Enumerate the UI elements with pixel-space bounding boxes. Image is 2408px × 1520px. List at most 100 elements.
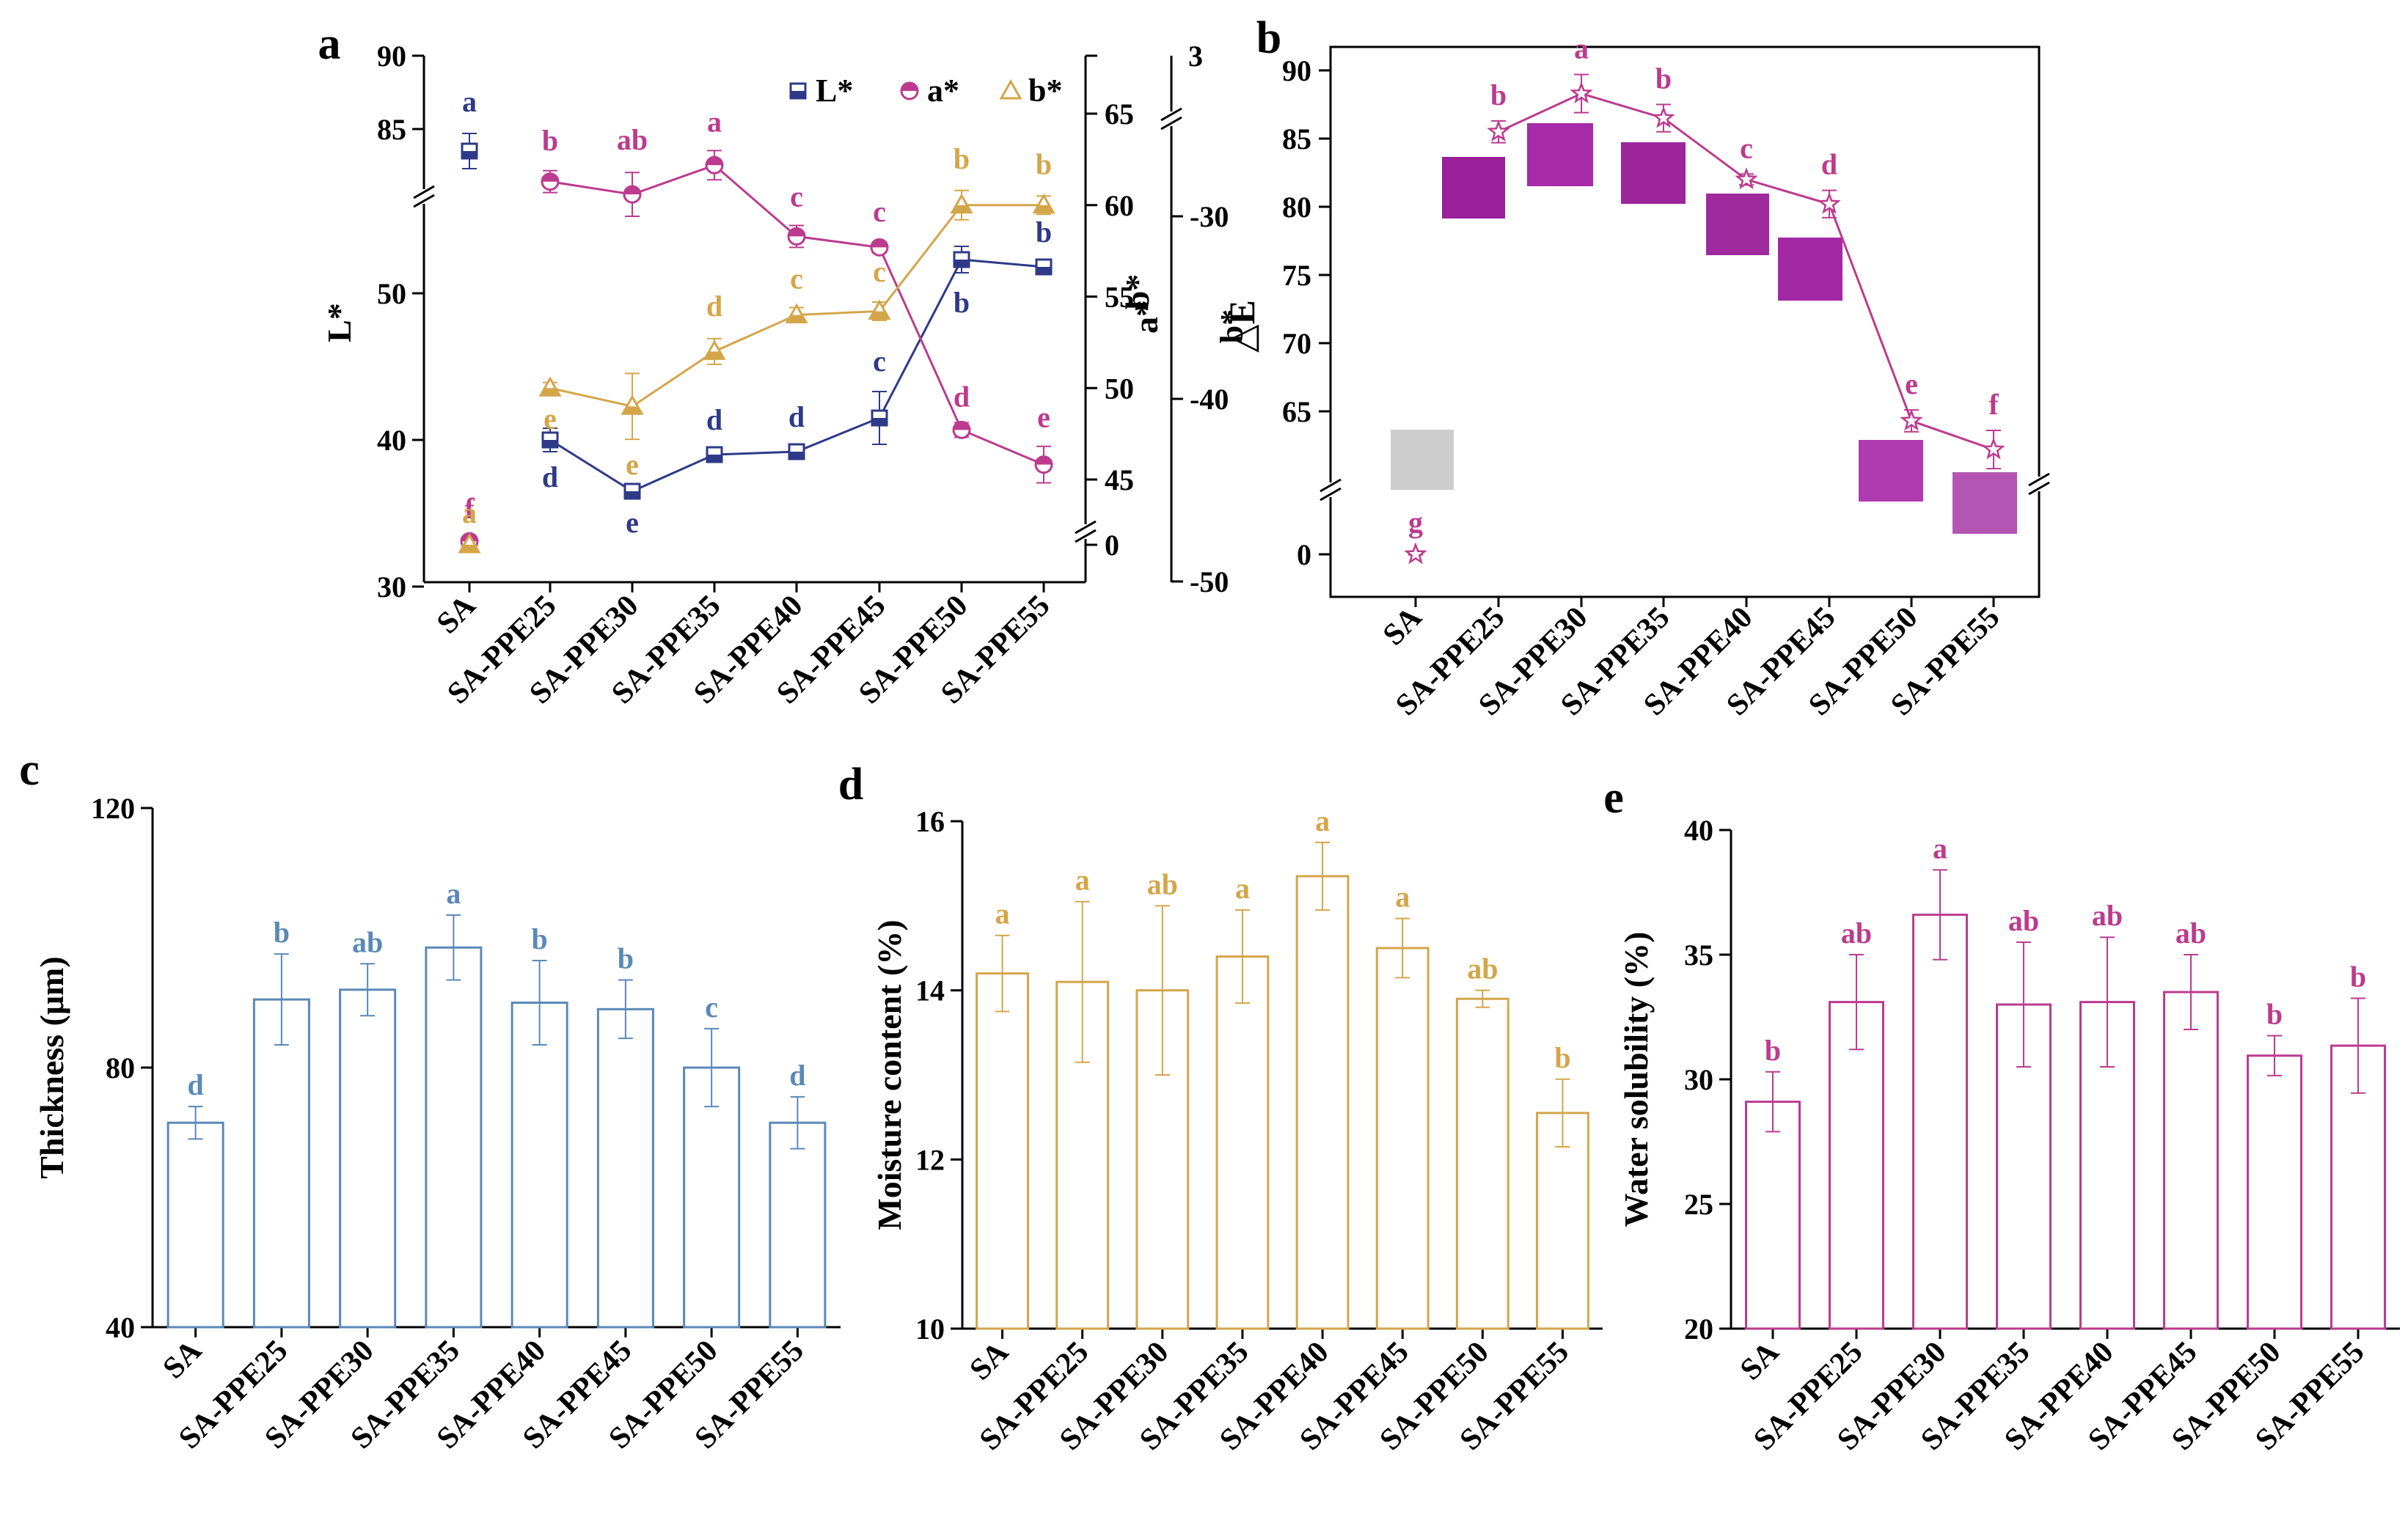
bar-error-6: [2267, 1035, 2282, 1076]
panel-b-delta-e-line: b0657075808590△Eb*SASA-PPE25SA-PPE30SA-P…: [1214, 13, 2050, 722]
film-swatch-7: [1953, 472, 2017, 534]
series-l-star-point-fill-5: [872, 418, 887, 425]
axis-l-tick-label-30: 30: [377, 570, 406, 603]
delta-e-point-3: [1652, 106, 1675, 128]
bar-letter-7: b: [2350, 961, 2366, 994]
bar-3: [1215, 955, 1270, 1330]
bar-6: [2247, 1054, 2302, 1330]
axis-break-right-gap: [2029, 477, 2049, 491]
panel-b-label: b: [1256, 13, 1281, 63]
series-l-star-letter-5: c: [873, 345, 886, 378]
y-tick-label-35: 35: [1684, 939, 1713, 972]
axis-l-break-stroke-1: [413, 185, 435, 199]
film-swatch-0: [1391, 430, 1454, 490]
bar-error-7: [2351, 997, 2365, 1094]
bar-error-0: [995, 934, 1010, 1013]
axis-a-break-stroke-1: [1160, 107, 1182, 122]
series-l-star-letter-4: d: [788, 400, 805, 433]
x-tick-label-sa: SA: [431, 588, 483, 640]
series-a-star-letter-7: e: [1037, 401, 1050, 434]
bar-letter-7: d: [789, 1059, 805, 1092]
y-tick-label-14: 14: [915, 974, 945, 1007]
legend-label-0: L*: [816, 73, 853, 109]
bar-error-2: [360, 963, 376, 1017]
bar-letter-4: ab: [2092, 899, 2123, 932]
series-l-star-point-fill-0: [462, 151, 477, 158]
bar-letter-6: ab: [1467, 952, 1498, 985]
delta-e-letter-5: d: [1821, 148, 1837, 181]
axis-l-tick-label-50: 50: [377, 277, 406, 310]
film-swatch-1: [1442, 157, 1505, 219]
bar-6: [683, 1066, 741, 1329]
panel-a-label: a: [318, 19, 341, 69]
y-tick-label-30: 30: [1684, 1063, 1713, 1096]
bar-error-0: [188, 1106, 203, 1140]
series-l-star-point-fill-7: [1036, 267, 1051, 274]
bar-0: [166, 1121, 224, 1329]
axis-b-title: b*: [1119, 274, 1156, 310]
bar-5: [2163, 991, 2219, 1330]
bar-5: [1375, 947, 1430, 1330]
axis-l-tick-label-90: 90: [377, 40, 406, 73]
y-tick-label-12: 12: [915, 1143, 945, 1176]
bar-4: [1295, 875, 1350, 1330]
delta-e-point-1: [1487, 120, 1510, 142]
delta-e-point-4: [1735, 167, 1758, 190]
series-a-star-letter-5: c: [873, 195, 886, 228]
series-b-star-point-fill-1: [541, 388, 560, 396]
series-b-star-point-fill-4: [787, 315, 806, 323]
panel-e-label: e: [1603, 773, 1624, 823]
bar-letter-6: b: [2266, 998, 2283, 1031]
bar-3: [425, 946, 483, 1329]
bar-5: [596, 1007, 654, 1329]
bar-2: [339, 988, 397, 1329]
bar-letter-4: b: [532, 922, 548, 955]
y-tick-label-80: 80: [1282, 191, 1311, 224]
panel-a-color-lines: a3040508590L*045505560653-50-40-30a*b*SA…: [318, 19, 1229, 711]
series-a-star-point-fill-2: [624, 186, 640, 195]
bar-error-5: [618, 979, 633, 1040]
y-tick-label-16: 16: [915, 805, 945, 838]
axis-a-title: a*: [1127, 300, 1165, 334]
bar-2: [1912, 914, 1968, 1330]
axis-l-break: [413, 185, 435, 208]
y-tick-label-85: 85: [1282, 122, 1311, 155]
series-b-star-point-fill-6: [952, 205, 971, 213]
bar-letter-3: a: [1235, 872, 1250, 905]
bar-letter-1: ab: [1841, 917, 1872, 950]
bar-4: [510, 1002, 568, 1329]
series-a-star-point-fill-7: [1036, 456, 1052, 465]
axis-a-break: [1160, 107, 1182, 131]
bar-letter-5: a: [1395, 881, 1410, 914]
bar-error-7: [790, 1095, 805, 1150]
legend-label-1: a*: [927, 73, 959, 109]
axis-break-left: [1320, 478, 1342, 502]
series-l-star-point-fill-3: [707, 455, 722, 462]
axis-l-break-gap: [414, 189, 434, 204]
series-b-star-point-fill-3: [705, 351, 724, 359]
bar-error-6: [1475, 989, 1490, 1008]
series-a-star-point-fill-3: [706, 157, 722, 166]
delta-e-letter-1: b: [1490, 78, 1507, 111]
bar-error-5: [1395, 917, 1410, 979]
axis-b-tick-label-55: 55: [1105, 281, 1134, 314]
bar-letter-2: ab: [352, 925, 383, 958]
axis-l-tick-label-85: 85: [377, 113, 406, 146]
bar-0: [1745, 1101, 1801, 1330]
y-tick-label-40: 40: [1684, 814, 1713, 847]
bar-letter-3: ab: [2008, 904, 2039, 937]
bar-letter-3: a: [446, 877, 461, 910]
series-l-star-letter-0: a: [462, 85, 477, 118]
bar-1: [1829, 1001, 1884, 1330]
delta-e-letter-7: f: [1988, 388, 1999, 421]
series-l-star-point-fill-6: [954, 260, 969, 267]
bar-letter-5: b: [618, 942, 634, 975]
bar-error-2: [1154, 905, 1170, 1076]
delta-e-letter-6: e: [1905, 367, 1918, 400]
series-l-star-letter-6: b: [954, 286, 970, 319]
